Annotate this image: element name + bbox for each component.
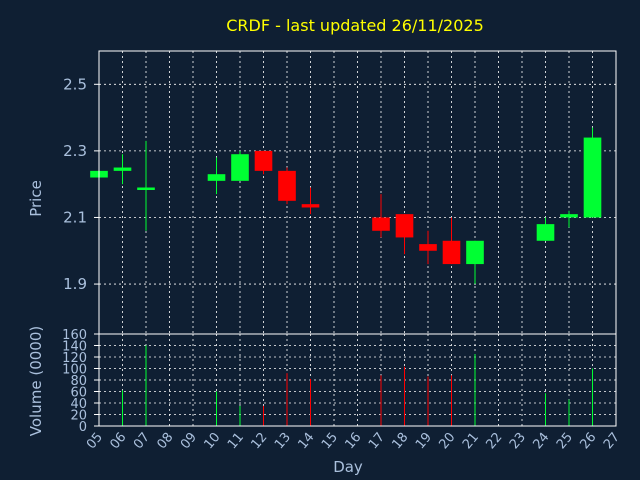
volume-bars bbox=[122, 345, 593, 426]
x-tick-label: 14 bbox=[295, 430, 317, 452]
x-tick-label: 06 bbox=[107, 430, 129, 452]
candle-body bbox=[395, 214, 414, 238]
x-tick-label: 13 bbox=[272, 430, 294, 452]
candle-body bbox=[372, 217, 390, 231]
candle-body bbox=[301, 204, 320, 208]
price-y-tick-label: 2.3 bbox=[63, 142, 87, 160]
price-y-ticks: 1.9 2.1 2.3 2.5 bbox=[63, 75, 99, 293]
candle-body bbox=[113, 167, 132, 171]
x-tick-label: 18 bbox=[389, 430, 411, 452]
volume-frame bbox=[98, 333, 617, 427]
x-tick-label: 10 bbox=[201, 430, 223, 452]
volume-y-tick-label: 140 bbox=[62, 340, 87, 355]
candle-body bbox=[466, 240, 484, 265]
volume-y-tick-label: 60 bbox=[70, 386, 87, 401]
volume-y-axis-label: Volume (0000) bbox=[27, 326, 45, 436]
chart-title: CRDF - last updated 26/11/2025 bbox=[226, 16, 484, 35]
x-tick-label: 17 bbox=[366, 430, 388, 452]
x-tick-label: 25 bbox=[554, 430, 576, 452]
x-axis-label: Day bbox=[333, 458, 363, 476]
x-tick-label: 19 bbox=[413, 430, 435, 452]
x-tick-label: 16 bbox=[342, 430, 364, 452]
candle-body bbox=[419, 244, 437, 251]
x-tick-label: 08 bbox=[154, 430, 176, 452]
x-tick-label: 09 bbox=[178, 430, 200, 452]
x-tick-label: 23 bbox=[507, 430, 529, 452]
candle-body bbox=[254, 150, 273, 171]
candle-body bbox=[442, 240, 461, 265]
candle-body bbox=[137, 187, 155, 191]
price-y-tick-label: 1.9 bbox=[63, 275, 87, 293]
x-axis-ticks: 05 06 07 08 09 10 11 12 13 14 15 16 17 18 19 20 21 22 23 24… bbox=[84, 430, 623, 452]
x-tick-label: 15 bbox=[319, 430, 341, 452]
x-tick-label: 12 bbox=[248, 430, 270, 452]
volume-y-tick-label: 120 bbox=[62, 351, 87, 366]
price-y-tick-label: 2.5 bbox=[63, 75, 87, 93]
volume-y-tick-label: 160 bbox=[62, 328, 87, 343]
volume-y-tick-label: 40 bbox=[70, 397, 87, 412]
candle-body bbox=[583, 137, 602, 218]
volume-grid bbox=[99, 334, 616, 426]
volume-y-tick-label: 80 bbox=[70, 374, 87, 389]
price-grid bbox=[99, 51, 616, 334]
x-tick-label: 21 bbox=[460, 430, 482, 452]
price-y-tick-label: 2.1 bbox=[63, 208, 87, 226]
volume-y-tick-label: 20 bbox=[70, 409, 87, 424]
candle-body bbox=[560, 214, 578, 218]
candle-body bbox=[278, 170, 296, 201]
x-tick-label: 05 bbox=[84, 430, 106, 452]
x-tick-label: 11 bbox=[225, 430, 247, 452]
candle-body bbox=[231, 154, 249, 181]
candle-body bbox=[207, 174, 226, 181]
x-tick-label: 20 bbox=[436, 430, 458, 452]
price-panel: 1.9 2.1 2.3 2.5 Price bbox=[27, 50, 617, 335]
x-tick-label: 27 bbox=[601, 430, 623, 452]
candle-body bbox=[536, 224, 555, 241]
x-tick-label: 24 bbox=[530, 430, 552, 452]
volume-y-tick-label: 0 bbox=[79, 420, 87, 435]
x-tick-label: 26 bbox=[577, 430, 599, 452]
x-tick-label: 22 bbox=[483, 430, 505, 452]
x-tick-label: 07 bbox=[131, 430, 153, 452]
volume-y-tick-label: 100 bbox=[62, 363, 87, 378]
price-y-axis-label: Price bbox=[27, 180, 45, 217]
